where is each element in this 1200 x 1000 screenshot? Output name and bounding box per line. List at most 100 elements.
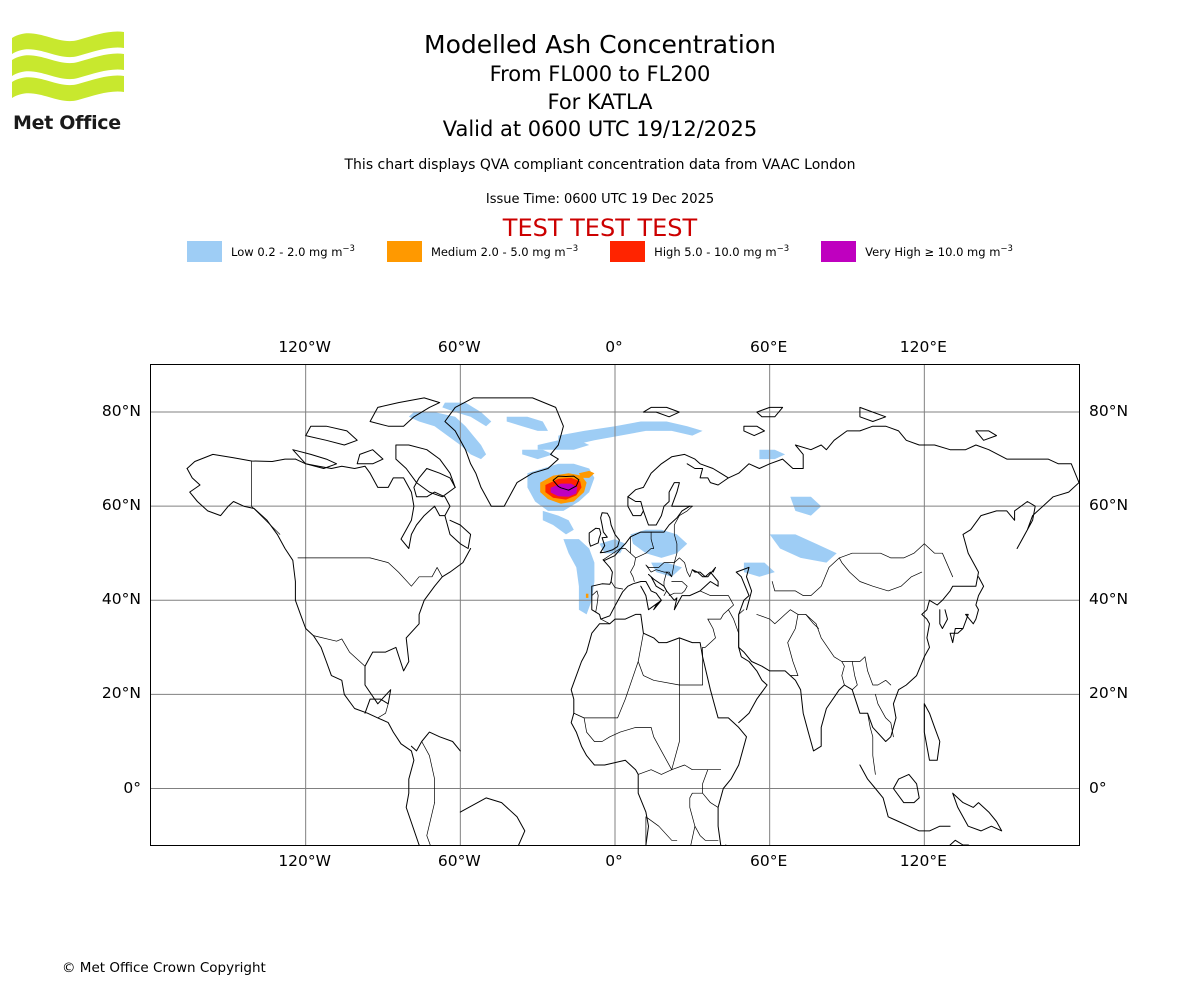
country-border-path <box>702 618 716 648</box>
country-border-path <box>600 618 611 625</box>
country-border-path <box>875 694 894 738</box>
country-border-path <box>610 581 624 590</box>
coastline-path <box>635 505 691 535</box>
coastline-path <box>552 475 580 491</box>
coastline-path <box>727 425 1079 484</box>
country-border-path <box>797 614 817 625</box>
country-border-path <box>645 562 675 578</box>
legend-label-high: High 5.0 - 10.0 mg m−3 <box>654 243 790 259</box>
world-map <box>151 365 1079 845</box>
qva-note: This chart displays QVA compliant concen… <box>344 157 856 173</box>
map-plot-area <box>150 364 1080 846</box>
ash-region-low <box>558 421 703 445</box>
country-border-path <box>771 557 840 596</box>
country-border-path <box>673 557 691 578</box>
lat-tick-left: 0° <box>123 778 141 797</box>
ash-region-low <box>537 440 590 450</box>
coastline-path <box>735 566 753 648</box>
lat-tick-left: 60°N <box>101 496 141 515</box>
country-border-path <box>671 581 688 594</box>
country-border-path <box>867 712 876 775</box>
coastline-path <box>859 406 887 422</box>
volcano-subtitle: For KATLA <box>547 90 653 114</box>
ash-region-low <box>563 539 595 615</box>
ash-region-low <box>630 529 688 558</box>
legend-spacer <box>578 251 610 252</box>
country-border-path <box>756 609 799 625</box>
issue-time: Issue Time: 0600 UTC 19 Dec 2025 <box>485 192 715 207</box>
coastline-path <box>410 731 461 752</box>
concentration-legend: Low 0.2 - 2.0 mg m−3 Medium 2.0 - 5.0 mg … <box>0 239 1200 263</box>
lon-tick-bottom: 0° <box>605 852 623 870</box>
legend-swatch-medium <box>386 240 422 262</box>
legend-spacer <box>789 251 821 252</box>
coastline-path <box>459 797 526 845</box>
coastline-path <box>588 527 602 547</box>
coastline-path <box>627 453 729 498</box>
country-border-path <box>689 569 693 578</box>
country-border-path <box>313 635 366 667</box>
lat-tick-right: 40°N <box>1089 590 1129 609</box>
country-border-path <box>838 543 954 578</box>
legend-swatch-very-high <box>821 240 857 262</box>
graticule-gridlines <box>151 365 1079 845</box>
lon-tick-top: 120°W <box>278 338 331 356</box>
coastline-path <box>975 430 997 441</box>
country-border-path <box>690 825 696 845</box>
legend-label-medium: Medium 2.0 - 5.0 mg m−3 <box>430 243 579 259</box>
country-border-path <box>426 802 435 845</box>
ash-region-low <box>759 449 786 460</box>
valid-time-subtitle: Valid at 0600 UTC 19/12/2025 <box>442 117 758 141</box>
lon-tick-top: 60°W <box>437 338 481 356</box>
ash-region-low <box>651 562 682 577</box>
ash-region-low <box>542 510 574 535</box>
lat-tick-right: 60°N <box>1089 496 1129 515</box>
country-border-path <box>689 590 734 620</box>
lat-tick-right: 0° <box>1089 778 1107 797</box>
lon-tick-top: 0° <box>605 338 623 356</box>
country-border-path <box>805 614 819 629</box>
country-border-path <box>838 557 923 592</box>
coastline-path <box>444 397 564 507</box>
ash-region-low <box>506 416 548 431</box>
ash-region-low <box>522 449 554 460</box>
coastline-path <box>369 397 441 427</box>
coastline-path <box>356 449 384 465</box>
coastline-path <box>949 839 970 845</box>
country-border-path <box>637 632 680 686</box>
country-border-path <box>841 661 845 686</box>
legend-label-low: Low 0.2 - 2.0 mg m−3 <box>231 243 355 259</box>
lat-tick-left: 40°N <box>101 590 141 609</box>
country-border-path <box>369 557 443 587</box>
legend-swatch-high <box>610 240 646 262</box>
coastline-path <box>949 576 985 644</box>
coastline-path <box>570 613 747 845</box>
lon-tick-top: 60°E <box>750 338 788 356</box>
lon-tick-bottom: 60°W <box>437 852 481 870</box>
country-border-path <box>787 614 799 676</box>
coastline-path <box>395 444 456 498</box>
met-office-wave-icon <box>12 31 124 102</box>
country-border-path <box>673 505 693 563</box>
country-border-path <box>573 661 639 719</box>
coastline-path <box>627 496 644 517</box>
country-border-path <box>635 531 655 559</box>
country-border-path <box>815 623 866 662</box>
lon-tick-bottom: 120°E <box>899 852 947 870</box>
lat-tick-left: 20°N <box>101 684 141 703</box>
coastline-path <box>923 703 941 761</box>
country-border-path <box>851 661 858 691</box>
coastline-path <box>756 406 784 418</box>
coastline-path <box>294 458 456 549</box>
coastline-path <box>939 609 948 629</box>
ash-region-low <box>408 412 487 460</box>
country-border-path <box>637 684 680 775</box>
country-border-path <box>728 609 740 648</box>
coastline-path <box>292 449 338 469</box>
coastline-path <box>599 512 620 554</box>
coastline-path <box>186 468 420 845</box>
met-office-logo: Met Office <box>12 26 124 134</box>
country-border-path <box>663 571 673 596</box>
coastlines-layer <box>186 397 1079 845</box>
coastline-path <box>743 425 765 437</box>
